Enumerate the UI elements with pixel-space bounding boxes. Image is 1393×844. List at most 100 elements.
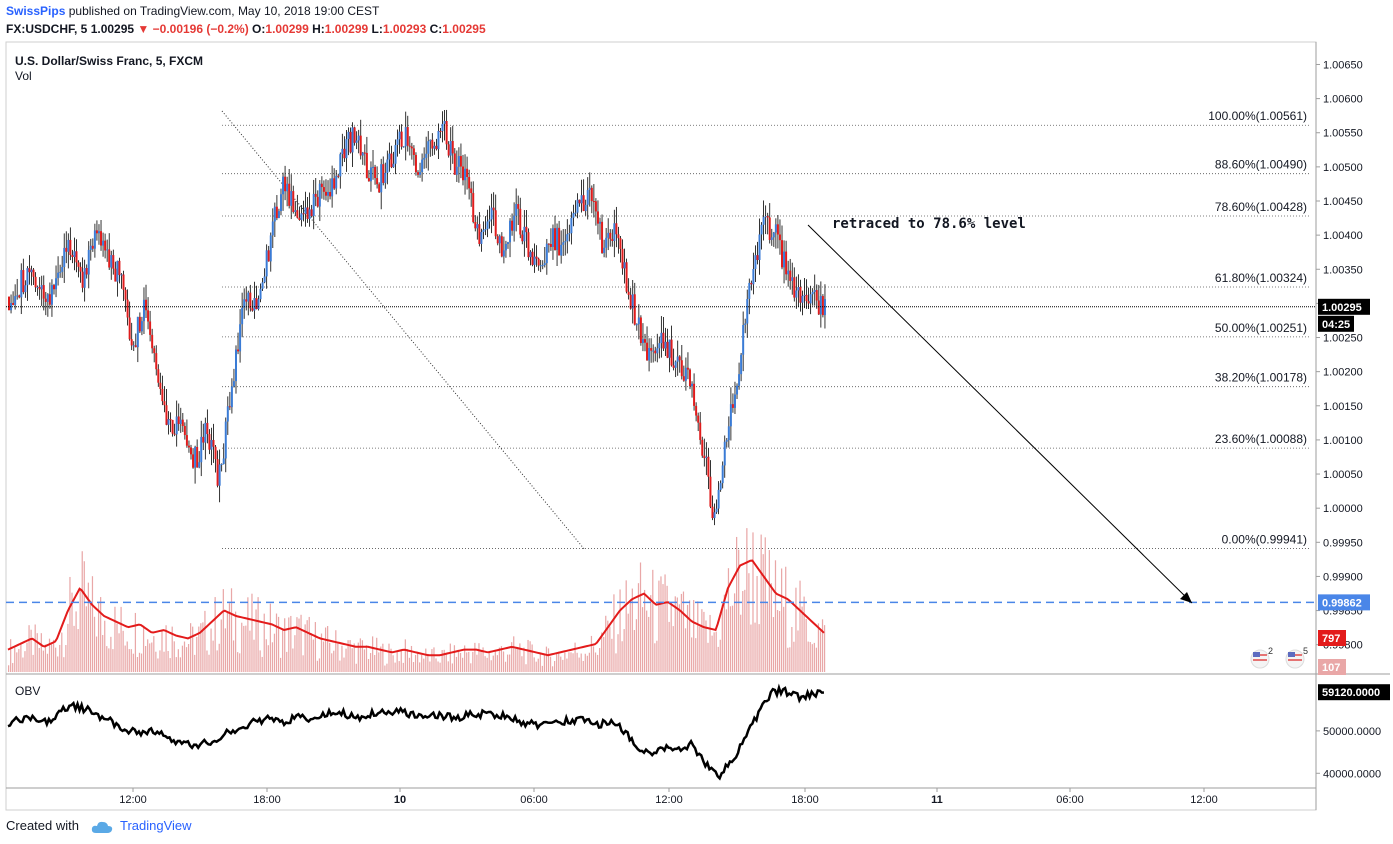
volume-bar: [601, 632, 603, 672]
volume-bar: [81, 551, 83, 672]
candle-body: [742, 325, 745, 355]
price-tick-label: 1.00400: [1323, 230, 1363, 242]
price-tick-label: 1.00050: [1323, 469, 1363, 481]
volume-bar: [367, 658, 370, 672]
volume-bar: [275, 613, 278, 672]
volume-bar: [461, 657, 464, 672]
candle-body: [220, 463, 223, 465]
candle-body: [155, 353, 158, 370]
volume-bar: [374, 655, 376, 672]
candle-body: [594, 201, 597, 212]
candle-body: [447, 144, 450, 156]
candle-body: [126, 299, 129, 318]
candle-body: [396, 139, 399, 145]
candle-body: [402, 146, 405, 148]
candle-body: [46, 294, 49, 302]
volume-bar: [206, 650, 208, 672]
candle-body: [453, 153, 456, 175]
volume-bar: [668, 621, 670, 672]
candle-body: [237, 349, 240, 352]
volume-bar: [453, 645, 456, 672]
volume-bar: [259, 650, 261, 672]
author-link[interactable]: SwissPips: [6, 4, 66, 18]
volume-bar: [75, 611, 77, 672]
volume-bar: [112, 649, 114, 672]
close-label: C:: [429, 22, 443, 36]
candle-body: [691, 383, 694, 387]
last-price: 1.00295: [90, 22, 135, 36]
volume-bar: [603, 636, 605, 672]
volume-bar: [380, 646, 382, 672]
symbol-name: FX:USDCHF, 5: [6, 22, 88, 36]
candle-body: [648, 347, 651, 361]
tradingview-link[interactable]: TradingView: [120, 818, 192, 833]
volume-bar: [666, 585, 668, 672]
volume-bar: [427, 653, 429, 672]
volume-bar: [249, 630, 251, 672]
candle-body: [16, 295, 19, 297]
candle-body: [785, 251, 788, 275]
obv-line: [7, 683, 825, 781]
volume-bar: [801, 606, 803, 672]
candle-body: [93, 230, 96, 249]
volume-bar: [519, 643, 521, 672]
candle-body: [586, 189, 589, 205]
candle-body: [304, 207, 307, 214]
candle-body: [241, 307, 244, 325]
candle-body: [65, 247, 68, 252]
candle-body: [566, 234, 569, 242]
projection-arrow[interactable]: [807, 224, 1193, 604]
volume-bar: [457, 649, 460, 672]
candle-body: [423, 157, 426, 160]
candle-body: [363, 152, 366, 154]
candle-body: [639, 317, 642, 344]
volume-bar: [122, 630, 124, 672]
candle-body: [478, 224, 481, 244]
volume-bar: [243, 625, 245, 672]
candle-body: [169, 419, 172, 421]
volume-bar: [163, 651, 165, 672]
candle-body: [502, 250, 505, 257]
series-legend: U.S. Dollar/Swiss Franc, 5, FXCM Vol: [15, 54, 203, 84]
volume-bar: [437, 661, 439, 672]
volume-bar: [83, 561, 85, 672]
volume-bar: [776, 610, 779, 672]
candle-body: [470, 188, 473, 194]
candle-body: [695, 405, 698, 416]
candle-body: [112, 255, 115, 269]
volume-bar: [126, 641, 128, 672]
candle-body: [110, 255, 113, 268]
volume-bar: [218, 643, 220, 672]
volume-ma-badge-label: 797: [1322, 633, 1340, 645]
volume-bar: [558, 651, 560, 672]
volume-bar: [766, 602, 768, 672]
candle-body: [754, 255, 757, 269]
candle-body: [89, 245, 92, 250]
volume-bar: [32, 654, 34, 672]
volume-bar: [731, 605, 734, 672]
volume-bar: [267, 645, 269, 672]
candle-body: [582, 195, 585, 212]
volume-bar: [337, 643, 339, 672]
volume-bar: [670, 602, 672, 672]
candle-body: [468, 176, 471, 189]
volume-bar: [406, 649, 409, 672]
symbol-header: FX:USDCHF, 5 1.00295 ▼ −0.00196 (−0.2%) …: [6, 22, 486, 36]
volume-bar: [261, 656, 263, 672]
candle-body: [247, 292, 250, 302]
candle-body: [212, 439, 215, 447]
fib-level-label: 100.00%(1.00561): [1208, 109, 1307, 123]
candle-body: [801, 295, 804, 303]
candle-body: [108, 249, 111, 268]
chart-annotation[interactable]: retraced to 78.6% level: [832, 216, 1026, 232]
candle-body: [286, 183, 289, 192]
volume-bar: [386, 663, 388, 672]
volume-bar: [357, 642, 359, 672]
low-value: 1.00293: [382, 22, 427, 36]
candle-body: [805, 294, 808, 302]
volume-bar: [464, 645, 466, 672]
candle-body: [59, 271, 62, 273]
candle-body: [668, 339, 671, 358]
volume-bar: [65, 645, 67, 672]
candle-body: [57, 272, 60, 279]
